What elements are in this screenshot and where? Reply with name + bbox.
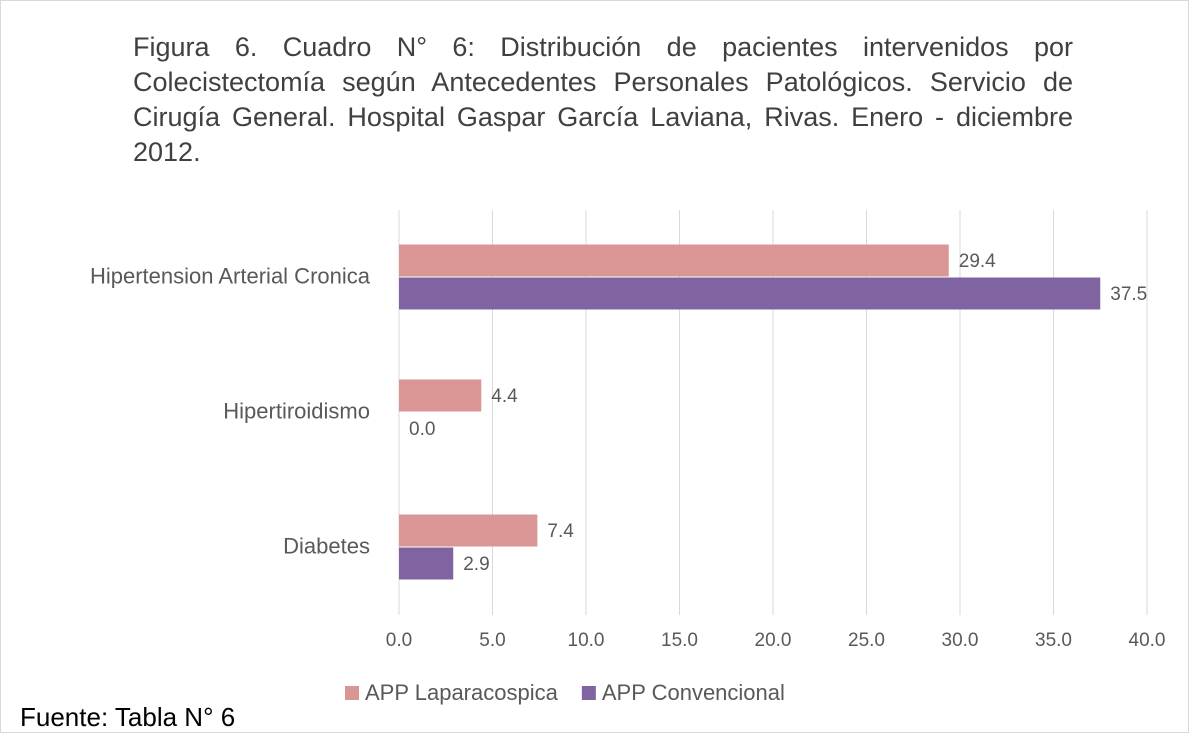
- x-tick-label: 0.0: [386, 630, 412, 651]
- x-tick-label: 5.0: [479, 630, 505, 651]
- source-note: Fuente: Tabla N° 6: [20, 702, 236, 732]
- legend-label: APP Laparacospica: [365, 680, 559, 705]
- x-tick-label: 10.0: [568, 630, 605, 651]
- bar: [399, 379, 482, 412]
- x-tick-label: 40.0: [1129, 630, 1166, 651]
- bar: [399, 244, 949, 277]
- bar: [399, 547, 454, 580]
- chart-title: Figura 6. Cuadro N° 6: Distribución de p…: [133, 32, 1073, 167]
- x-tick-label: 20.0: [755, 630, 792, 651]
- bar: [399, 277, 1101, 310]
- legend-swatch: [345, 686, 359, 700]
- data-label: 4.4: [491, 386, 518, 407]
- legend-swatch: [581, 686, 596, 700]
- x-tick-label: 25.0: [848, 630, 885, 651]
- bar: [399, 514, 538, 547]
- data-label: 7.4: [547, 521, 574, 542]
- y-tick-label: Diabetes: [283, 533, 370, 558]
- data-label: 29.4: [959, 251, 996, 272]
- x-tick-label: 30.0: [942, 630, 979, 651]
- data-label: 0.0: [409, 419, 435, 440]
- x-tick-label: 35.0: [1035, 630, 1072, 651]
- legend-label: APP Convencional: [602, 680, 785, 705]
- x-tick-label: 15.0: [661, 630, 698, 651]
- y-tick-label: Hipertension Arterial Cronica: [90, 263, 371, 288]
- data-label: 37.5: [1110, 284, 1147, 305]
- y-tick-label: Hipertiroidismo: [223, 398, 370, 423]
- data-label: 2.9: [463, 554, 489, 575]
